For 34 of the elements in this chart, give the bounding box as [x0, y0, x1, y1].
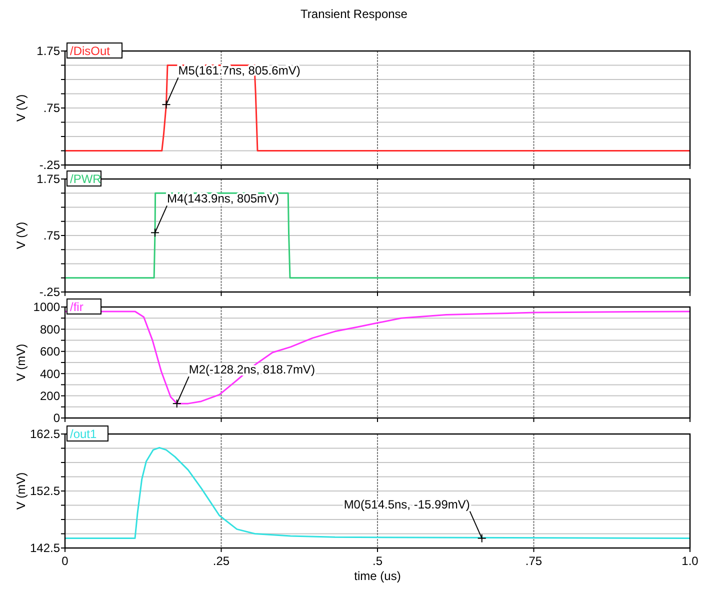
y-tick-label: 400 [40, 366, 60, 381]
y-axis-title: V (V) [14, 222, 28, 250]
x-tick-label: 1.0 [682, 554, 699, 568]
annotation: M0(514.5ns, -15.99mV) [344, 497, 470, 512]
y-tick-label: 0 [53, 411, 60, 426]
y-tick-label: 162.5 [30, 427, 60, 442]
x-axis-title: time (us) [354, 569, 401, 583]
y-tick-label: -.25 [39, 285, 60, 300]
x-tick-label: 0 [62, 554, 69, 568]
annotation: M4(143.9ns, 805mV) [167, 192, 280, 206]
y-tick-label: 1000 [33, 300, 60, 314]
y-tick-label: 200 [40, 389, 60, 403]
x-tick-label: .5 [372, 554, 383, 568]
y-axis-title: V (mV) [14, 344, 28, 382]
line-series [64, 446, 691, 540]
y-tick-label: 152.5 [30, 484, 60, 498]
y-tick-label: 1.75 [36, 172, 60, 186]
y-tick-label: .75 [43, 228, 60, 243]
y-tick-label: 1.75 [36, 44, 60, 58]
text: /DisOut [70, 44, 111, 58]
y-tick-label: 142.5 [30, 541, 60, 556]
x-tick-label: .75 [525, 554, 542, 568]
text: /out1 [70, 427, 98, 441]
x-tick-label: .25 [212, 554, 230, 568]
chart-title: Transient Response [300, 7, 408, 21]
y-tick-label: .75 [43, 101, 60, 116]
y-axis-title: V (mV) [14, 472, 28, 510]
y-axis-title: V (V) [14, 94, 28, 122]
line-series [64, 64, 691, 152]
text: /PWR [70, 172, 102, 186]
series-label: /fir [70, 300, 84, 314]
y-tick-label: -.25 [39, 158, 60, 172]
y-tick-label: 600 [40, 344, 60, 359]
y-tick-label: 800 [40, 322, 60, 336]
